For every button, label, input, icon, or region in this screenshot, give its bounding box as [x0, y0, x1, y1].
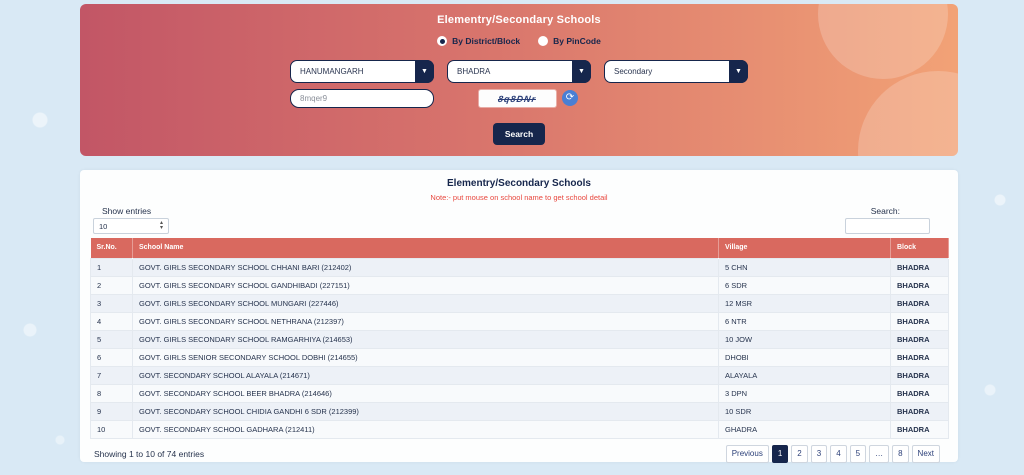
village-cell: GHADRA — [718, 419, 891, 439]
table-row: 9 GOVT. SECONDARY SCHOOL CHIDIA GANDHI 6… — [90, 401, 949, 421]
srno-cell: 2 — [90, 275, 133, 295]
captcha-input[interactable] — [290, 89, 434, 108]
block-select-value: BHADRA — [457, 67, 491, 76]
table-row: 4 GOVT. GIRLS SECONDARY SCHOOL NETHRANA … — [90, 311, 949, 331]
search-button[interactable]: Search — [493, 123, 545, 145]
column-header-srno: Sr.No. — [90, 238, 133, 258]
results-panel: Elementry/Secondary Schools Note:- put m… — [80, 170, 958, 463]
village-cell: 12 MSR — [718, 293, 891, 313]
district-select[interactable]: HANUMANGARH ▼ — [290, 60, 434, 83]
table-row: 2 GOVT. GIRLS SECONDARY SCHOOL GANDHIBAD… — [90, 275, 949, 295]
village-cell: ALAYALA — [718, 365, 891, 385]
show-entries-label: Show entries — [102, 206, 152, 216]
search-mode-radio-group: By District/Block By PinCode — [80, 36, 958, 46]
table-search-label: Search: — [870, 206, 900, 216]
school-name-link[interactable]: GOVT. GIRLS SECONDARY SCHOOL CHHANI BARI… — [132, 257, 719, 277]
table-row: 5 GOVT. GIRLS SECONDARY SCHOOL RAMGARHIY… — [90, 329, 949, 349]
block-cell: BHADRA — [890, 275, 949, 295]
chevron-down-icon[interactable]: ▼ — [729, 60, 748, 83]
village-cell: 3 DPN — [718, 383, 891, 403]
pagination-ellipsis: … — [869, 444, 890, 463]
schools-table: Sr.No. School Name Village Block 1 GOVT.… — [90, 238, 949, 439]
chevron-down-icon[interactable]: ▼ — [415, 60, 434, 83]
column-header-village: Village — [718, 238, 891, 258]
radio-by-district-label: By District/Block — [452, 36, 521, 46]
table-search-input[interactable] — [845, 218, 930, 234]
table-row: 6 GOVT. GIRLS SENIOR SECONDARY SCHOOL DO… — [90, 347, 949, 367]
pagination-previous-button[interactable]: Previous — [725, 444, 769, 463]
table-row: 10 GOVT. SECONDARY SCHOOL GADHARA (21241… — [90, 419, 949, 439]
village-cell: DHOBI — [718, 347, 891, 367]
refresh-icon[interactable]: ⟳ — [562, 90, 578, 106]
pagination-next-button[interactable]: Next — [911, 444, 940, 463]
entries-per-page-select[interactable]: 10 ▴ ▾ — [93, 218, 169, 234]
district-select-value: HANUMANGARH — [300, 67, 364, 76]
srno-cell: 5 — [90, 329, 133, 349]
school-name-link[interactable]: GOVT. GIRLS SENIOR SECONDARY SCHOOL DOBH… — [132, 347, 719, 367]
block-cell: BHADRA — [890, 419, 949, 439]
village-cell: 10 SDR — [718, 401, 891, 421]
srno-cell: 8 — [90, 383, 133, 403]
srno-cell: 7 — [90, 365, 133, 385]
village-cell: 6 SDR — [718, 275, 891, 295]
block-cell: BHADRA — [890, 365, 949, 385]
results-note: Note:- put mouse on school name to get s… — [430, 193, 608, 202]
school-name-link[interactable]: GOVT. SECONDARY SCHOOL CHIDIA GANDHI 6 S… — [132, 401, 719, 421]
srno-cell: 4 — [90, 311, 133, 331]
block-cell: BHADRA — [890, 401, 949, 421]
block-cell: BHADRA — [890, 311, 949, 331]
village-cell: 10 JOW — [718, 329, 891, 349]
school-name-link[interactable]: GOVT. SECONDARY SCHOOL ALAYALA (214671) — [132, 365, 719, 385]
column-header-school-name: School Name — [132, 238, 719, 258]
captcha-image: 8q8DNr — [479, 90, 556, 107]
pagination-page-2[interactable]: 2 — [791, 444, 808, 463]
srno-cell: 3 — [90, 293, 133, 313]
srno-cell: 6 — [90, 347, 133, 367]
block-cell: BHADRA — [890, 383, 949, 403]
showing-entries-info: Showing 1 to 10 of 74 entries — [94, 448, 205, 459]
pagination-page-8[interactable]: 8 — [892, 444, 909, 463]
block-select[interactable]: BHADRA ▼ — [447, 60, 591, 83]
pagination-page-1[interactable]: 1 — [771, 444, 789, 463]
school-name-link[interactable]: GOVT. GIRLS SECONDARY SCHOOL NETHRANA (2… — [132, 311, 719, 331]
table-row: 1 GOVT. GIRLS SECONDARY SCHOOL CHHANI BA… — [90, 257, 949, 277]
block-cell: BHADRA — [890, 293, 949, 313]
column-header-block: Block — [890, 238, 949, 258]
chevron-down-icon[interactable]: ▼ — [572, 60, 591, 83]
radio-unselected-icon[interactable] — [538, 36, 549, 46]
radio-by-pincode-label: By PinCode — [553, 36, 601, 46]
school-name-link[interactable]: GOVT. SECONDARY SCHOOL GADHARA (212411) — [132, 419, 719, 439]
table-row: 7 GOVT. SECONDARY SCHOOL ALAYALA (214671… — [90, 365, 949, 385]
radio-selected-icon[interactable] — [437, 36, 448, 46]
pagination: Previous 1 2 3 4 5 … 8 Next — [725, 444, 940, 463]
srno-cell: 9 — [90, 401, 133, 421]
spinner-icon: ▴ ▾ — [159, 220, 163, 231]
pagination-page-3[interactable]: 3 — [810, 444, 828, 463]
entries-per-page-value: 10 — [99, 221, 108, 231]
school-name-link[interactable]: GOVT. GIRLS SECONDARY SCHOOL GANDHIBADI … — [132, 275, 719, 295]
results-title: Elementry/Secondary Schools — [447, 178, 591, 189]
captcha-text: 8q8DNr — [497, 93, 538, 104]
srno-cell: 10 — [90, 419, 133, 439]
radio-by-pincode[interactable]: By PinCode — [538, 36, 601, 46]
village-cell: 6 NTR — [718, 311, 891, 331]
village-cell: 5 CHN — [718, 257, 891, 277]
table-row: 3 GOVT. GIRLS SECONDARY SCHOOL MUNGARI (… — [90, 293, 949, 313]
srno-cell: 1 — [90, 257, 133, 277]
table-header-row: Sr.No. School Name Village Block — [90, 238, 949, 258]
school-name-link[interactable]: GOVT. GIRLS SECONDARY SCHOOL MUNGARI (22… — [132, 293, 719, 313]
block-cell: BHADRA — [890, 257, 949, 277]
radio-by-district-block[interactable]: By District/Block — [437, 36, 520, 46]
school-level-select-value: Secondary — [614, 67, 653, 76]
table-row: 8 GOVT. SECONDARY SCHOOL BEER BHADRA (21… — [90, 383, 949, 403]
pagination-page-4[interactable]: 4 — [830, 444, 847, 463]
pagination-page-5[interactable]: 5 — [849, 444, 867, 463]
school-name-link[interactable]: GOVT. GIRLS SECONDARY SCHOOL RAMGARHIYA … — [132, 329, 719, 349]
school-name-link[interactable]: GOVT. SECONDARY SCHOOL BEER BHADRA (2146… — [132, 383, 719, 403]
school-level-select[interactable]: Secondary ▼ — [604, 60, 748, 83]
block-cell: BHADRA — [890, 329, 949, 349]
school-search-panel: Elementry/Secondary Schools By District/… — [80, 4, 958, 156]
search-panel-title: Elementry/Secondary Schools — [437, 14, 601, 26]
block-cell: BHADRA — [890, 347, 949, 367]
